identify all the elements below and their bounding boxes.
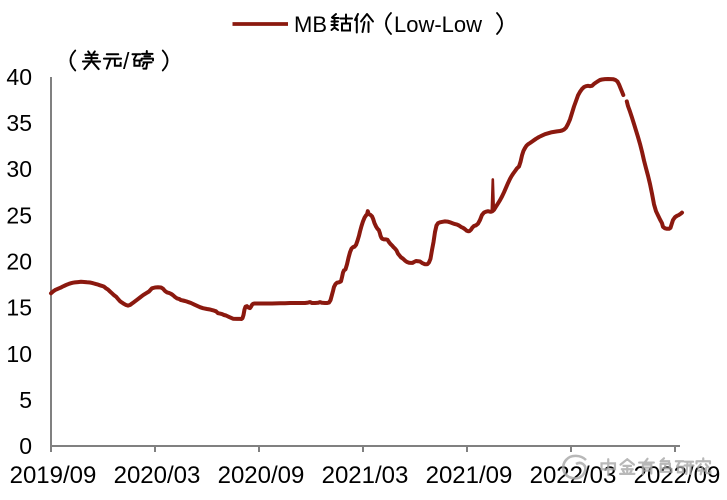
svg-text:MB: MB — [294, 12, 327, 37]
svg-text:30: 30 — [6, 156, 32, 182]
svg-text:/: / — [123, 48, 130, 74]
svg-text:35: 35 — [6, 110, 32, 136]
svg-text:40: 40 — [6, 64, 32, 90]
svg-text:2021/03: 2021/03 — [322, 462, 409, 489]
svg-text:2019/09: 2019/09 — [10, 462, 97, 489]
svg-text:15: 15 — [6, 295, 32, 321]
svg-text:5: 5 — [19, 387, 32, 413]
svg-text:Low-Low: Low-Low — [394, 12, 482, 37]
svg-text:2021/09: 2021/09 — [426, 462, 513, 489]
svg-text:2020/09: 2020/09 — [218, 462, 305, 489]
svg-text:0: 0 — [19, 433, 32, 459]
svg-text:25: 25 — [6, 202, 32, 228]
svg-text:2022/03: 2022/03 — [530, 462, 617, 489]
svg-text:10: 10 — [6, 341, 32, 367]
svg-text:2020/03: 2020/03 — [114, 462, 201, 489]
svg-text:20: 20 — [6, 249, 32, 275]
